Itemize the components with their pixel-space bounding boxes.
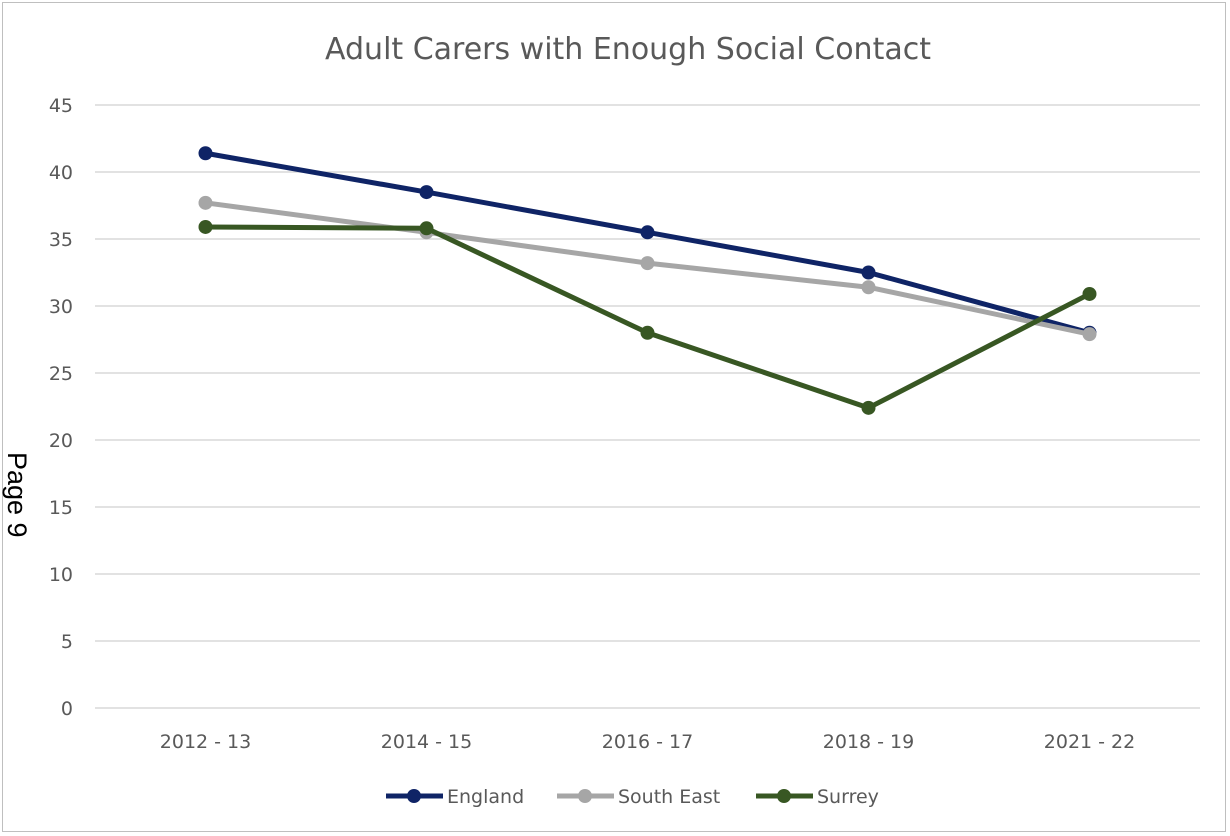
series-england	[198, 146, 1097, 340]
data-point	[419, 221, 434, 236]
data-point	[419, 185, 434, 200]
y-tick-label: 40	[49, 162, 73, 184]
y-tick-label: 45	[49, 95, 73, 117]
x-tick-label: 2018 - 19	[823, 731, 914, 753]
legend-swatch-marker	[407, 789, 421, 803]
series-line	[203, 224, 1092, 411]
legend-item: South East	[557, 786, 720, 808]
x-tick-label: 2012 - 13	[160, 731, 251, 753]
data-point	[198, 146, 213, 161]
data-point	[640, 256, 655, 271]
y-tick-label: 0	[61, 698, 73, 720]
y-axis-tick-labels: 0 5 10 15 20 25 30 35 40 45	[49, 95, 73, 720]
chart-title: Adult Carers with Enough Social Contact	[325, 32, 931, 67]
data-point	[1082, 286, 1097, 301]
x-tick-label: 2016 - 17	[602, 731, 693, 753]
x-tick-label: 2014 - 15	[381, 731, 472, 753]
legend-label: England	[447, 786, 524, 808]
legend-label: Surrey	[817, 786, 879, 808]
series-south-east	[198, 195, 1097, 342]
data-point	[1082, 327, 1097, 342]
y-tick-label: 30	[49, 296, 73, 318]
data-point	[198, 195, 213, 210]
x-tick-label: 2021 - 22	[1044, 731, 1135, 753]
x-axis-tick-labels: 2012 - 13 2014 - 15 2016 - 17 2018 - 19 2021…	[160, 731, 1135, 753]
page-number-label: Page 9	[2, 452, 32, 538]
y-tick-label: 25	[49, 363, 73, 385]
y-tick-label: 15	[49, 497, 73, 519]
data-point	[640, 325, 655, 340]
legend-item: Surrey	[756, 786, 879, 808]
legend-swatch-marker	[578, 789, 592, 803]
data-point	[640, 225, 655, 240]
legend-swatch-marker	[777, 789, 791, 803]
data-point	[861, 265, 876, 280]
series-surrey	[198, 219, 1097, 415]
y-tick-label: 20	[49, 430, 73, 452]
data-point	[861, 280, 876, 295]
legend-label: South East	[618, 786, 720, 808]
y-tick-label: 10	[49, 564, 73, 586]
data-point	[861, 400, 876, 415]
y-tick-label: 5	[61, 631, 73, 653]
y-tick-label: 35	[49, 229, 73, 251]
data-point	[198, 219, 213, 234]
legend-item: England	[386, 786, 524, 808]
series-layer	[198, 146, 1097, 415]
legend: England South East Surrey	[386, 786, 879, 808]
gridlines	[95, 104, 1200, 709]
